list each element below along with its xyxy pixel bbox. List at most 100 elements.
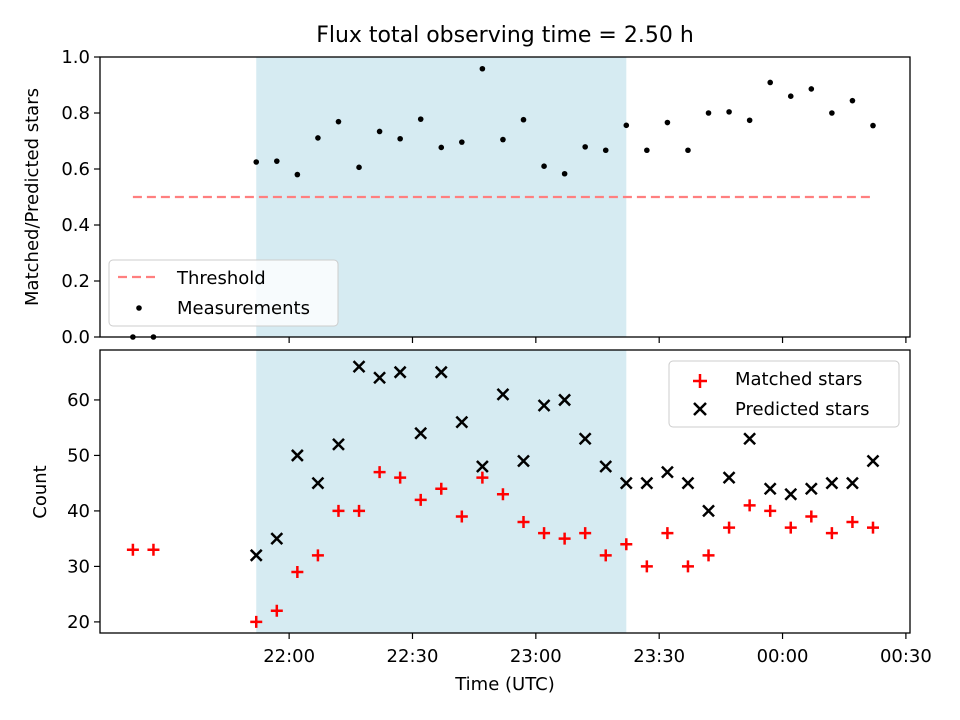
predicted-stars-point — [393, 365, 407, 379]
predicted-stars-point — [702, 504, 715, 518]
top-y-tick-label: 0.6 — [61, 159, 90, 180]
matched-stars-points — [126, 466, 879, 628]
matched-stars-point — [825, 527, 838, 540]
matched-stars-point — [353, 504, 366, 517]
predicted-stars-point — [804, 482, 818, 496]
measurement-point — [705, 110, 712, 116]
predicted-stars-point — [661, 465, 674, 479]
measurement-point — [726, 109, 732, 115]
measurement-point — [315, 135, 321, 141]
predicted-stars-point — [311, 476, 325, 490]
matched-stars-point — [805, 510, 818, 523]
matched-stars-point — [250, 615, 263, 628]
predicted-stars-point — [640, 476, 654, 490]
measurement-point — [870, 122, 876, 129]
bottom-plot-frame — [99, 349, 911, 634]
top-y-tick-label: 1.0 — [61, 47, 90, 68]
matched-stars-point — [784, 521, 797, 534]
measurement-point — [294, 171, 301, 178]
measurement-point — [829, 110, 835, 116]
matched-stars-point — [702, 549, 715, 562]
measurement-point — [438, 144, 445, 151]
measurement-point — [602, 147, 609, 154]
predicted-stars-point — [290, 449, 304, 462]
matched-stars-point — [435, 482, 448, 495]
predicted-stars-point — [619, 476, 633, 490]
predicted-legend-swatch — [693, 402, 707, 416]
predicted-stars-point — [825, 476, 839, 490]
measurements-legend-label: Measurements — [177, 298, 310, 319]
measurement-point — [479, 65, 486, 72]
predicted-stars-point — [352, 360, 366, 374]
matched-stars-point — [640, 560, 653, 573]
measurement-point — [459, 139, 465, 145]
measurement-point — [808, 86, 815, 92]
matched-stars-point — [661, 527, 674, 540]
top-y-tick-label: 0.2 — [61, 271, 90, 292]
matched-stars-point — [558, 532, 571, 545]
predicted-stars-point — [578, 432, 592, 446]
matched-stars-point — [764, 504, 777, 517]
matched-stars-point — [620, 538, 633, 551]
predicted-stars-point — [455, 415, 469, 429]
matched-stars-point — [743, 499, 756, 512]
top-y-axis-label: Matched/Predicted stars — [22, 88, 43, 306]
matched-stars-point — [373, 466, 386, 479]
matched-stars-point — [579, 527, 592, 540]
matched-stars-point — [599, 549, 612, 562]
x-tick-label: 00:30 — [880, 646, 932, 667]
bottom-x-axis: 22:00 22:30 23:00 23:30 00:00 00:30 — [263, 633, 932, 667]
measurement-point — [685, 147, 691, 154]
chart-title: Flux total observing time = 2.50 h — [316, 23, 694, 48]
matched-stars-point — [723, 521, 736, 534]
measurement-point — [500, 136, 506, 143]
measurement-point — [644, 147, 650, 154]
matched-stars-point — [681, 560, 694, 573]
x-tick-label: 00:00 — [757, 646, 809, 667]
measurement-point — [274, 158, 280, 164]
x-tick-label: 22:30 — [387, 646, 439, 667]
matched-stars-point — [455, 510, 468, 523]
predicted-stars-point — [434, 365, 448, 379]
top-legend: Threshold Measurements — [108, 259, 339, 327]
predicted-stars-point — [517, 454, 530, 468]
top-y-tick-label: 0.8 — [61, 103, 90, 124]
predicted-stars-point — [332, 437, 345, 451]
measurement-point — [623, 122, 630, 129]
measurement-point — [335, 118, 342, 125]
matched-stars-point — [517, 516, 530, 529]
measurement-point — [561, 170, 568, 177]
bottom-y-tick-label: 40 — [67, 501, 90, 522]
measurement-point — [787, 93, 794, 99]
bottom-y-axis-label: Count — [30, 465, 51, 518]
measurement-point — [767, 79, 774, 86]
predicted-stars-point — [558, 393, 572, 407]
predicted-stars-point — [743, 432, 757, 446]
predicted-stars-point — [599, 460, 613, 473]
matched-stars-point — [846, 516, 859, 529]
predicted-stars-point — [496, 388, 510, 401]
matched-stars-point — [291, 565, 304, 578]
predicted-stars-point — [763, 482, 777, 496]
measurement-point — [541, 163, 547, 169]
matched-stars-point — [476, 471, 489, 484]
bottom-legend: Matched stars Predicted stars — [668, 360, 900, 428]
predicted-stars-point — [270, 532, 284, 546]
top-x-ticks — [288, 337, 907, 343]
matched-stars-point — [538, 527, 551, 540]
matched-stars-point — [126, 543, 139, 556]
top-panel: 0.0 0.2 0.4 0.6 0.8 1.0 Matched/Predicted sta… — [22, 47, 911, 348]
measurement-point — [417, 116, 424, 122]
measurement-point — [746, 117, 753, 124]
measurement-point — [356, 164, 362, 171]
predicted-stars-point — [784, 487, 798, 501]
bottom-panel: 20 30 40 50 60 22:00 22:30 23:00 23:30 00:00 00:3… — [30, 349, 932, 695]
predicted-stars-point — [373, 371, 386, 385]
bottom-y-tick-label: 60 — [67, 390, 90, 411]
predicted-stars-point — [249, 548, 263, 562]
matched-stars-point — [147, 543, 160, 556]
top-y-tick-label: 0.0 — [61, 327, 90, 348]
bottom-y-tick-label: 50 — [67, 445, 90, 466]
bottom-y-tick-label: 30 — [67, 556, 90, 577]
